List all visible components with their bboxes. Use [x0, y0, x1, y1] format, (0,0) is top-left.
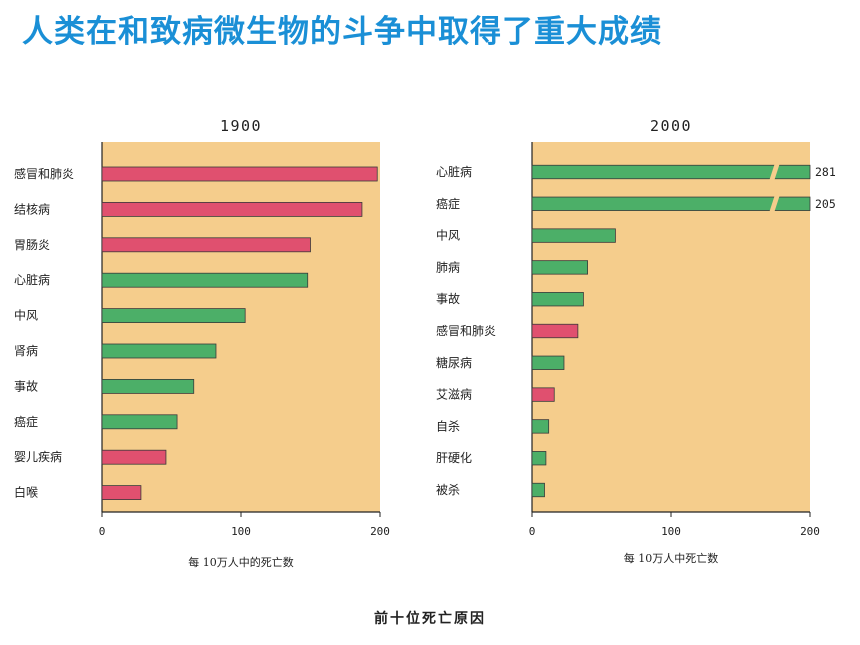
x-axis-label: 每 10万人中的死亡数 — [188, 555, 294, 569]
category-label: 艾滋病 — [436, 387, 472, 402]
category-label: 糖尿病 — [436, 355, 472, 370]
bar — [101, 485, 142, 501]
category-label: 结核病 — [14, 201, 50, 216]
category-label: 自杀 — [436, 418, 460, 433]
bar — [531, 387, 555, 402]
x-tick-label: 0 — [99, 525, 106, 538]
figure-caption: 前十位死亡原因 — [374, 611, 486, 627]
bar — [531, 228, 616, 243]
category-label: 婴儿疾病 — [14, 449, 62, 464]
category-label: 中风 — [14, 308, 38, 323]
x-tick-label: 100 — [661, 525, 681, 538]
category-label: 事故 — [436, 291, 460, 306]
category-label: 肝硬化 — [436, 451, 472, 465]
bar — [101, 237, 311, 253]
chart-title: 2000 — [650, 117, 692, 135]
bar — [531, 323, 579, 339]
category-label: 事故 — [14, 378, 38, 393]
axis-break-gap — [768, 162, 781, 182]
bar — [101, 166, 378, 182]
bar — [531, 482, 545, 498]
bar — [531, 419, 550, 434]
category-label: 癌症 — [14, 414, 38, 429]
category-label: 白喉 — [14, 485, 38, 500]
category-label: 胃肠炎 — [14, 238, 50, 252]
axis-break-gap — [768, 194, 781, 214]
bar — [101, 308, 246, 324]
bar — [101, 272, 309, 288]
category-label: 癌症 — [436, 196, 460, 211]
category-label: 心脏病 — [14, 272, 50, 287]
category-label: 心脏病 — [436, 164, 472, 179]
bar — [531, 196, 811, 211]
bar — [101, 414, 178, 430]
category-label: 中风 — [436, 228, 460, 243]
bar — [531, 355, 565, 370]
x-axis-label: 每 10万人中死亡数 — [624, 551, 719, 565]
bar — [101, 449, 167, 465]
bar — [531, 164, 811, 180]
chart-title: 1900 — [220, 117, 262, 135]
bar — [101, 343, 217, 359]
category-label: 感冒和肺炎 — [14, 166, 74, 181]
category-label: 肺病 — [436, 259, 460, 274]
bar — [531, 451, 547, 466]
chart-1900: 1900 0 100 200 每 10万人中的死亡数 感冒和肺炎结核病胃肠炎心脏病中风肾病… — [14, 117, 390, 569]
x-tick-label: 200 — [370, 525, 390, 538]
category-label: 肾病 — [14, 343, 38, 358]
bar — [101, 201, 363, 217]
data-label: 281 — [815, 165, 836, 179]
category-label: 感冒和肺炎 — [436, 323, 496, 338]
category-label: 被杀 — [436, 482, 460, 497]
bar — [101, 378, 195, 394]
bar — [531, 292, 584, 307]
page-title: 人类在和致病微生物的斗争中取得了重大成绩 — [22, 14, 662, 50]
bar — [531, 260, 588, 275]
x-tick-label: 100 — [231, 525, 251, 538]
x-tick-label: 200 — [800, 525, 820, 538]
chart-2000: 2000 0 100 200 每 10万人中死亡数 心脏病 281 癌症 205 中风肺病事故感冒… — [436, 117, 836, 565]
data-label: 205 — [815, 197, 836, 211]
x-tick-label: 0 — [529, 525, 536, 538]
